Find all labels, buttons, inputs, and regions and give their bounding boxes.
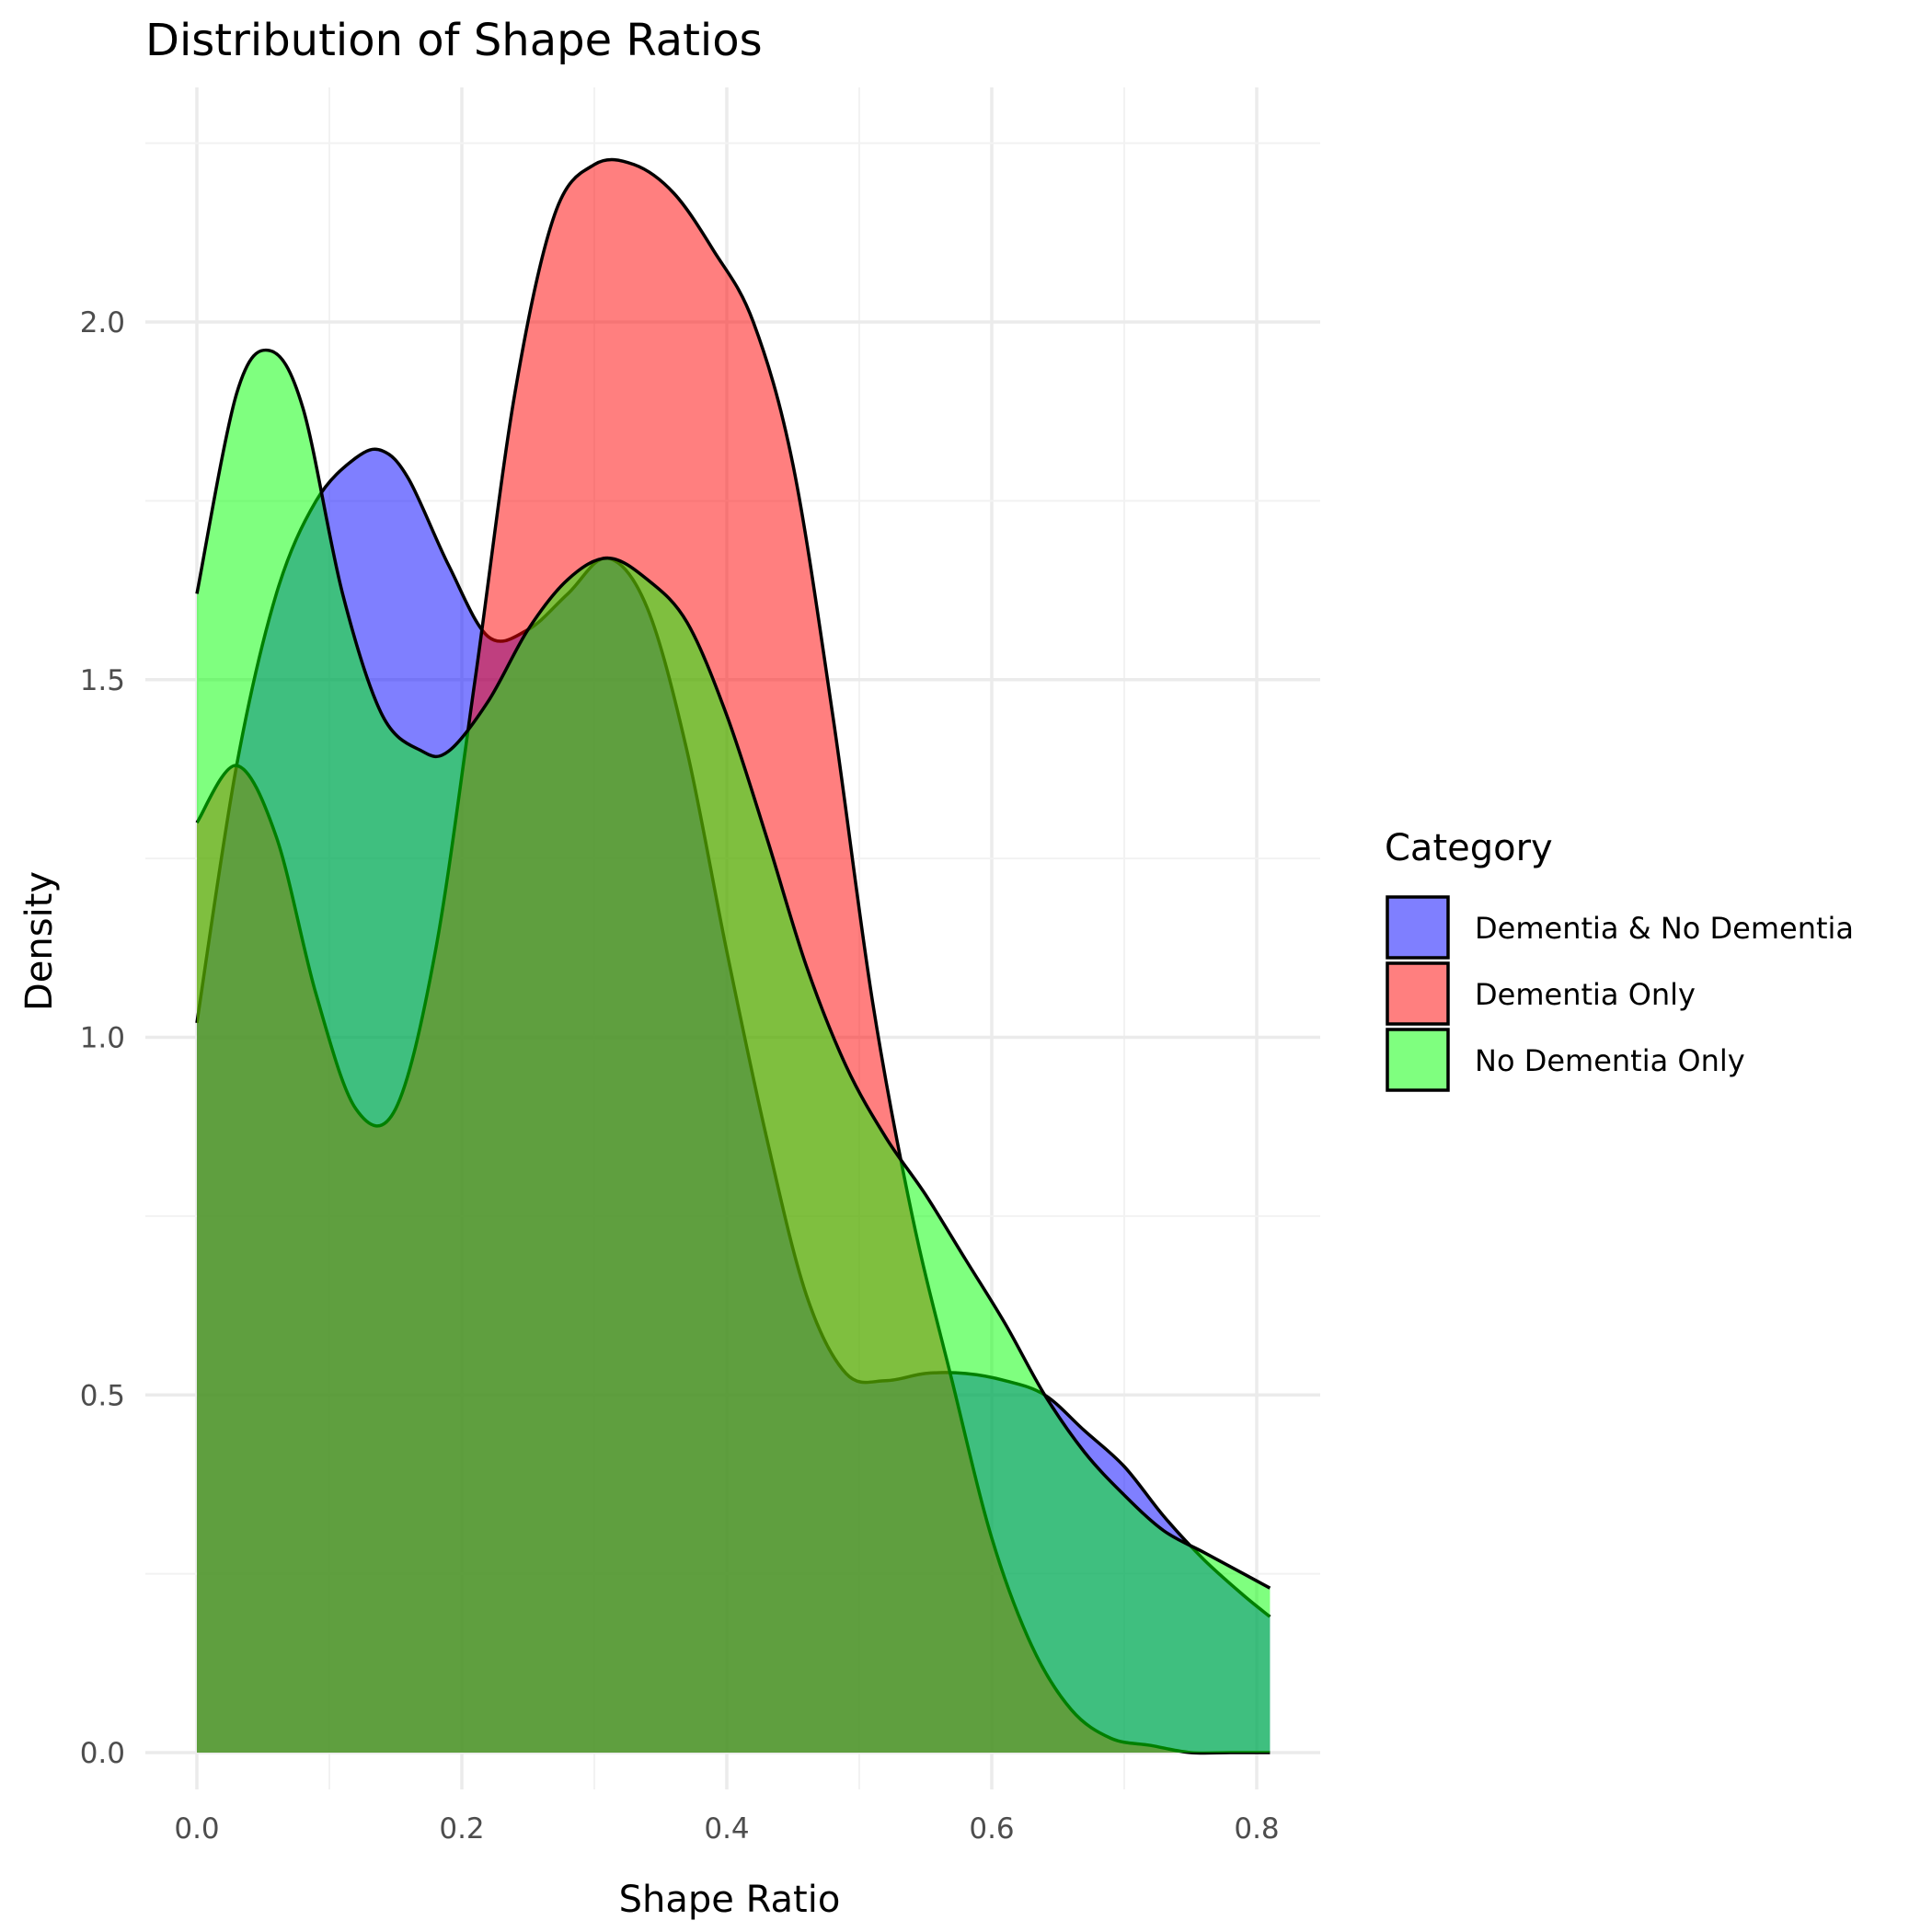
chart-title: Distribution of Shape Ratios <box>145 15 763 66</box>
y-tick-label: 2.0 <box>80 306 125 339</box>
x-tick-label: 0.4 <box>704 1812 749 1846</box>
x-tick-label: 0.8 <box>1234 1812 1279 1846</box>
legend-item-dementia-no-dementia: Dementia & No Dementia <box>1386 895 1854 960</box>
x-tick-label: 0.6 <box>969 1812 1014 1846</box>
legend-label: Dementia & No Dementia <box>1475 911 1854 946</box>
legend-items: Dementia & No Dementia Dementia Only No De… <box>1386 895 1854 1092</box>
legend: Category Dementia & No DementiaDementia … <box>1385 827 1854 1092</box>
x-tick-label: 0.0 <box>174 1812 219 1846</box>
y-axis-ticks: 0.0 0.5 1.0 1.5 2.0 <box>80 306 125 1770</box>
y-tick-label: 0.0 <box>80 1737 125 1770</box>
legend-swatch <box>1386 895 1450 960</box>
legend-swatch <box>1386 961 1450 1026</box>
y-tick-label: 0.5 <box>80 1379 125 1412</box>
x-axis-title: Shape Ratio <box>619 1879 841 1921</box>
area-no-dementia-only <box>197 350 1271 1753</box>
y-tick-label: 1.5 <box>80 664 125 697</box>
x-axis-ticks: 0.0 0.2 0.4 0.6 0.8 <box>174 1812 1279 1846</box>
legend-label: Dementia Only <box>1475 977 1696 1012</box>
legend-label: No Dementia Only <box>1475 1043 1745 1078</box>
x-tick-label: 0.2 <box>439 1812 484 1846</box>
density-areas <box>195 157 1271 1755</box>
y-tick-label: 1.0 <box>80 1022 125 1055</box>
legend-item-dementia-only: Dementia Only <box>1386 961 1696 1026</box>
legend-swatch <box>1386 1028 1450 1092</box>
legend-title: Category <box>1385 827 1553 869</box>
legend-item-no-dementia-only: No Dementia Only <box>1386 1028 1745 1092</box>
line-no-dementia-only <box>195 348 1271 1590</box>
y-axis-title: Density <box>18 871 61 1011</box>
